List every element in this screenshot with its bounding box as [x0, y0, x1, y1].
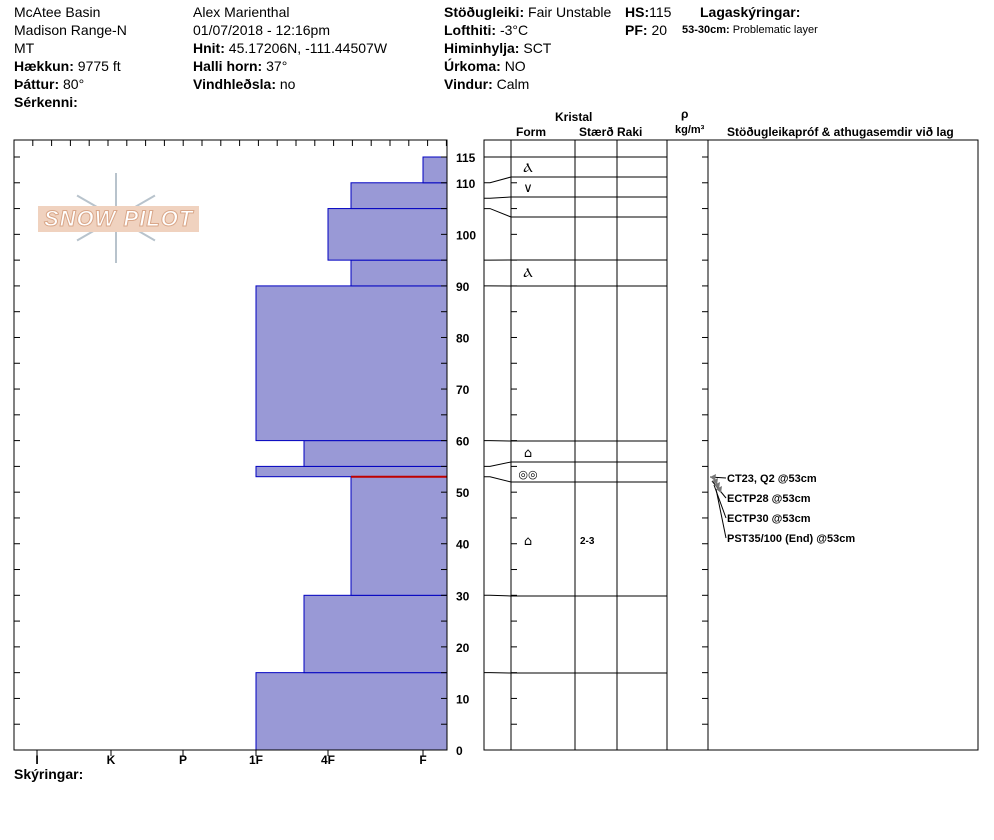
crystal-faceted-icon: ⌂	[524, 446, 532, 461]
features: Sérkenni:	[14, 94, 78, 110]
crystal-melt-forms-icon: ◎◎	[518, 468, 537, 481]
pf: PF: 20	[625, 22, 668, 38]
crystal-decomposing-precip-icon: Ⲁ	[523, 266, 533, 281]
x-tick-label: P	[179, 753, 187, 767]
y-tick-label: 0	[456, 744, 463, 758]
y-tick-label: 60	[456, 435, 470, 449]
x-tick-label: I	[35, 753, 38, 767]
chart-frame	[13, 139, 448, 751]
arrowhead-icon	[712, 478, 718, 485]
stability-test: CT23, Q2 @53cm	[727, 473, 817, 485]
observer: Alex Marienthal	[193, 4, 290, 20]
datetime: 01/07/2018 - 12:16pm	[193, 22, 330, 38]
col-form: Form	[516, 125, 546, 139]
coords: Hnit: 45.17206N, -111.44507W	[193, 40, 388, 56]
layer-connector	[484, 461, 512, 467]
elevation: Hækkun: 9775 ft	[14, 58, 121, 74]
y-tick-label: 20	[456, 641, 470, 655]
col-moisture: Raki	[617, 125, 643, 139]
hardness-bar	[255, 672, 448, 751]
hardness-bar	[350, 259, 448, 287]
state: MT	[14, 40, 35, 56]
layer-notes-label: Lagaskýringar:	[700, 4, 801, 20]
snowpilot-logo: SNOW PILOT	[38, 206, 200, 232]
y-tick-label: 70	[456, 383, 470, 397]
arrowhead-icon	[716, 486, 722, 493]
hardness-bar	[303, 594, 448, 674]
col-crystal: Kristal	[555, 110, 593, 124]
slope: Halli horn: 37°	[193, 58, 288, 74]
y-tick-label: 80	[456, 331, 470, 345]
hardness-bar	[350, 476, 448, 596]
col-rho: ρ	[681, 107, 689, 121]
arrowhead-icon	[714, 482, 720, 489]
stability-test: ECTP28 @53cm	[727, 493, 811, 505]
col-density: kg/m³	[675, 124, 705, 136]
crystal-faceted-icon: ⌂	[524, 534, 532, 549]
layer-connector	[484, 176, 512, 184]
y-tick-label: 115	[456, 151, 476, 165]
stability-test: PST35/100 (End) @53cm	[727, 533, 855, 545]
y-tick-label: 100	[456, 228, 476, 242]
layer-table-frame	[483, 139, 979, 751]
test-arrow	[715, 488, 727, 539]
hardness-bar	[303, 440, 448, 467]
hardness-bar	[350, 182, 448, 210]
x-tick-label: 4F	[321, 753, 335, 767]
air-temp: Lofthiti: -3°C	[444, 22, 529, 38]
col-size: Stærð	[579, 125, 614, 139]
location: McAtee Basin	[14, 4, 101, 20]
notes-label: Skýringar:	[14, 766, 84, 782]
crystal-decomposing-precip-icon: Ⲁ	[523, 161, 533, 176]
layer-connector	[484, 196, 512, 199]
wind: Vindur: Calm	[444, 76, 530, 92]
hardness-bar	[255, 465, 448, 478]
x-tick-label: K	[107, 753, 116, 767]
precip: Úrkoma: NO	[444, 58, 526, 74]
crystal-depth-hoar-v-icon: ∨	[523, 181, 533, 196]
y-tick-label: 110	[456, 177, 476, 191]
x-tick-label: F	[419, 753, 426, 767]
layer-connector	[484, 594, 512, 597]
range: Madison Range-N	[14, 22, 127, 38]
stability-test: ECTP30 @53cm	[727, 513, 811, 525]
arrowhead-icon	[710, 474, 716, 481]
crystal-size: 2-3	[580, 536, 595, 547]
y-tick-label: 10	[456, 692, 470, 706]
stability: Stöðugleiki: Fair Unstable	[444, 4, 612, 20]
layer-note: 53-30cm: Problematic layer	[682, 24, 818, 36]
col-tests: Stöðugleikapróf & athugasemdir við lag	[727, 125, 954, 139]
y-tick-label: 30	[456, 589, 470, 603]
aspect: Þáttur: 80°	[14, 76, 85, 92]
layer-connector	[484, 476, 512, 483]
hardness-bar	[422, 156, 448, 184]
hardness-bar	[255, 285, 448, 442]
wind-loading: Vindhleðsla: no	[193, 76, 296, 92]
hardness-bar	[327, 208, 448, 261]
y-tick-label: 90	[456, 280, 470, 294]
sky: Himinhylja: SCT	[444, 40, 552, 56]
y-tick-label: 40	[456, 538, 470, 552]
hs: HS:115	[625, 4, 672, 20]
x-tick-label: 1F	[249, 753, 263, 767]
y-tick-label: 50	[456, 486, 470, 500]
layer-connector	[484, 208, 512, 218]
